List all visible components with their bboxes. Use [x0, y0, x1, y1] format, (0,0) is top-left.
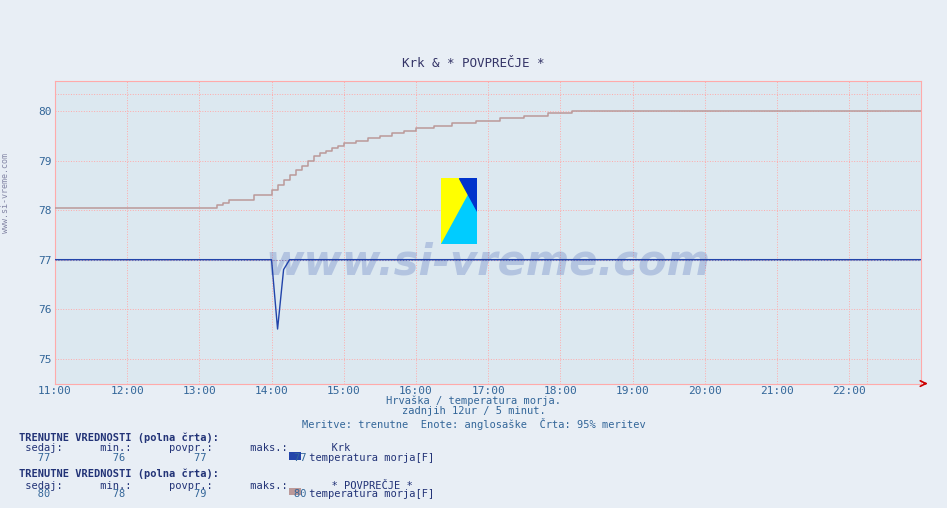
Polygon shape: [459, 178, 477, 211]
Text: www.si-vreme.com: www.si-vreme.com: [266, 242, 710, 283]
Text: 80          78           79              80: 80 78 79 80: [19, 489, 307, 499]
Text: 77          76           77              77: 77 76 77 77: [19, 453, 307, 463]
Text: temperatura morja[F]: temperatura morja[F]: [303, 453, 435, 463]
Polygon shape: [441, 178, 477, 244]
Text: Meritve: trenutne  Enote: anglosaške  Črta: 95% meritev: Meritve: trenutne Enote: anglosaške Črta…: [302, 418, 645, 430]
Polygon shape: [441, 178, 477, 244]
Text: temperatura morja[F]: temperatura morja[F]: [303, 489, 435, 499]
Text: Krk & * POVPREČJE *: Krk & * POVPREČJE *: [402, 57, 545, 70]
Text: TRENUTNE VREDNOSTI (polna črta):: TRENUTNE VREDNOSTI (polna črta):: [19, 468, 219, 479]
Text: TRENUTNE VREDNOSTI (polna črta):: TRENUTNE VREDNOSTI (polna črta):: [19, 433, 219, 443]
Text: sedaj:      min.:      povpr.:      maks.:       * POVPREČJE *: sedaj: min.: povpr.: maks.: * POVPREČJE …: [19, 479, 413, 491]
Text: sedaj:      min.:      povpr.:      maks.:       Krk: sedaj: min.: povpr.: maks.: Krk: [19, 443, 350, 453]
Text: Hrvaška / temperatura morja.: Hrvaška / temperatura morja.: [386, 395, 561, 406]
Text: zadnjih 12ur / 5 minut.: zadnjih 12ur / 5 minut.: [402, 406, 545, 417]
Text: www.si-vreme.com: www.si-vreme.com: [1, 153, 10, 233]
